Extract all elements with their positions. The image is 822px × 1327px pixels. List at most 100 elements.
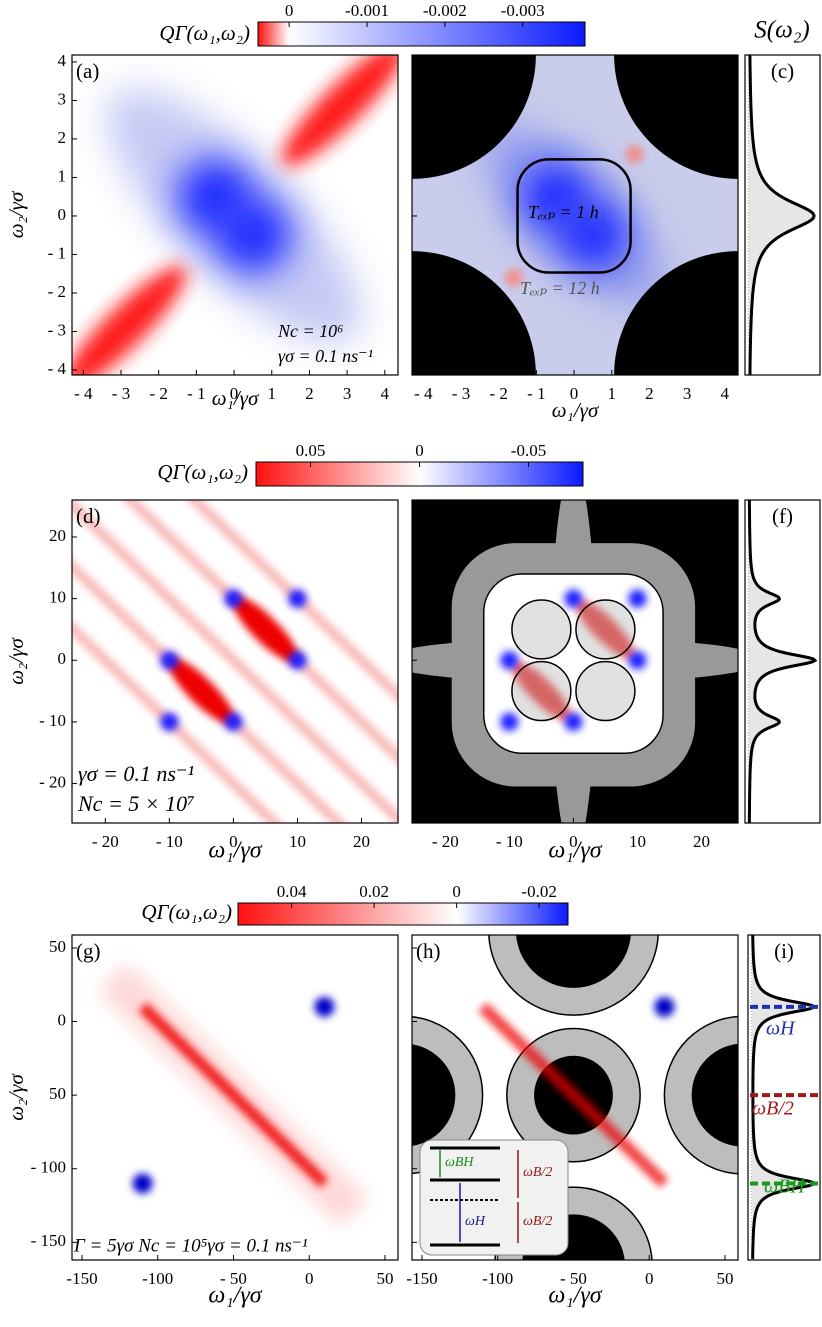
inset-label: ωBH xyxy=(445,1155,474,1170)
x-tick-label: - 1 xyxy=(527,384,545,403)
colorbar-tick-label: 0 xyxy=(452,882,461,901)
x-tick-label: -150 xyxy=(406,1269,437,1288)
panel-frame xyxy=(744,499,821,824)
x-tick-label: - 3 xyxy=(112,384,130,403)
heat-stripe xyxy=(478,1002,669,1188)
heat-blob xyxy=(224,712,243,731)
x-axis-label: ω₁/γσ xyxy=(548,1283,602,1309)
x-tick-label: 0 xyxy=(305,1269,314,1288)
heat-blob xyxy=(628,651,647,670)
x-tick-label: 50 xyxy=(376,1269,393,1288)
heat-blob xyxy=(232,596,299,663)
y-tick-label: - 20 xyxy=(39,772,66,791)
panel xyxy=(72,935,398,1260)
x-tick-label: - 2 xyxy=(149,384,167,403)
x-tick-label: -150 xyxy=(66,1269,97,1288)
panel xyxy=(750,935,820,1260)
panel-frame xyxy=(71,934,399,1261)
x-tick-label: - 50 xyxy=(560,1269,587,1288)
heat-blob xyxy=(132,1173,153,1194)
excluded-region xyxy=(412,1044,456,1146)
excluded-region xyxy=(516,935,631,988)
x-tick-label: 0 xyxy=(570,384,579,403)
x-tick-label: 50 xyxy=(716,1269,733,1288)
heat-blob xyxy=(564,712,583,731)
inset: ωBH ωB/2 ωH ωB/2 xyxy=(419,1139,569,1256)
x-tick-label: - 50 xyxy=(220,1269,247,1288)
annotation: Nc = 10⁶ xyxy=(277,321,343,341)
x-tick-label: 3 xyxy=(343,384,352,403)
annotation: γσ = 0.1 ns⁻¹ xyxy=(78,761,194,786)
y-tick-label: 0 xyxy=(58,1010,67,1029)
overlays: ωBH ωB/2 ωH ωB/2 xyxy=(419,1139,569,1256)
panel-label: (a) xyxy=(76,59,99,83)
y-tick-label: - 100 xyxy=(31,1158,66,1177)
y-axis-label: ω₂/γσ xyxy=(4,1073,28,1121)
contour xyxy=(482,573,664,755)
heat-blob xyxy=(281,55,398,167)
x-axis-label: ω₁/γσ xyxy=(208,1283,262,1309)
y-tick-label: 4 xyxy=(58,51,67,70)
heat-stripe xyxy=(138,1002,329,1188)
heat-blob xyxy=(575,599,635,659)
panel-frame xyxy=(411,934,739,1261)
annotation: ωB/2 xyxy=(752,1098,794,1120)
annotation: Tₑₓₚ = 1 h xyxy=(528,202,599,222)
contour xyxy=(488,935,659,1016)
excluded-region xyxy=(691,1043,738,1147)
contour xyxy=(575,660,636,722)
y-tick-label: 50 xyxy=(49,1084,66,1103)
excluded-region xyxy=(614,55,738,179)
annotation: Γ = 5γσ Nc = 10⁵γσ = 0.1 ns⁻¹ xyxy=(73,1235,308,1256)
heat-blob xyxy=(288,651,307,670)
panel-label: (b) xyxy=(416,59,441,83)
spectrum-fill xyxy=(749,500,815,823)
panel xyxy=(412,500,738,823)
annotation: γσ = 0.1 ns⁻¹ xyxy=(278,346,373,366)
x-tick-label: - 10 xyxy=(496,832,523,851)
panel xyxy=(747,500,818,823)
annotation: Nc = 5 × 10⁷ xyxy=(77,791,195,816)
panel-label: (d) xyxy=(76,504,101,528)
spectrum-line xyxy=(747,500,818,823)
y-tick-label: - 3 xyxy=(48,320,66,339)
heat-blob xyxy=(654,996,675,1017)
panel-label: (h) xyxy=(416,939,441,963)
panel-label: (e) xyxy=(416,504,439,528)
colorbar xyxy=(257,21,586,47)
y-axis-label: ω₂/γσ xyxy=(4,190,28,238)
colorbar-tick-label: 0.02 xyxy=(359,882,389,901)
heat-blob xyxy=(168,657,235,725)
inset-label: ωH xyxy=(465,1214,486,1229)
x-tick-label: 2 xyxy=(305,384,314,403)
y-tick-label: 10 xyxy=(49,588,66,607)
panel xyxy=(748,55,816,375)
y-tick-label: 0 xyxy=(58,205,67,224)
y-tick-label: 2 xyxy=(58,128,67,147)
colorbar-tick-label: 0 xyxy=(285,1,294,20)
heat-blob xyxy=(504,268,523,287)
panel-label: (f) xyxy=(772,504,793,528)
heat-blob xyxy=(558,201,627,270)
y-tick-label: - 10 xyxy=(39,711,66,730)
x-tick-label: 3 xyxy=(683,384,692,403)
heat-blob xyxy=(314,996,335,1017)
x-tick-label: 0 xyxy=(645,1269,654,1288)
panel-frame xyxy=(71,54,399,376)
panel-frame xyxy=(411,499,739,824)
colorbar-tick-label: -0.003 xyxy=(501,1,545,20)
colorbar-label: QΓ(ω₁,ω₂) xyxy=(157,460,248,484)
heat-blob xyxy=(72,265,187,375)
x-tick-label: - 4 xyxy=(74,384,93,403)
x-tick-label: 2 xyxy=(645,384,654,403)
spectrum-fill xyxy=(749,55,814,375)
y-tick-label: - 150 xyxy=(31,1231,66,1250)
panel-label: (i) xyxy=(774,939,794,963)
annotation: ωH xyxy=(766,1018,796,1040)
y-tick-label: 1 xyxy=(58,166,67,185)
inset-label: ωB/2 xyxy=(523,1214,552,1229)
panel-label: (g) xyxy=(76,939,101,963)
panel-frame xyxy=(744,54,821,376)
excluded-region xyxy=(614,251,738,375)
colorbar-tick-label: -0.02 xyxy=(521,882,556,901)
